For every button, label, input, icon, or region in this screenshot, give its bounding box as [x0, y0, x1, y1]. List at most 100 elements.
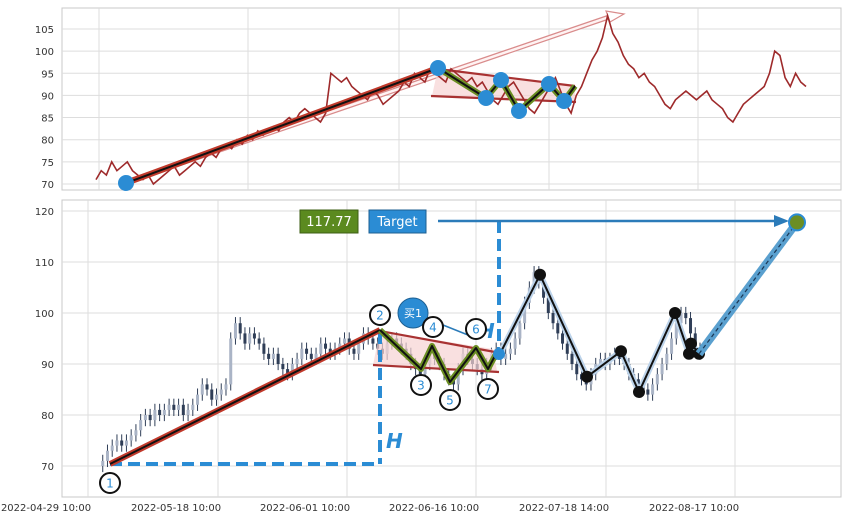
buy-marker: [397, 297, 429, 329]
candle-body: [551, 313, 555, 324]
candle-body: [248, 333, 252, 344]
candle-body: [210, 389, 214, 400]
top-y-tick-label: 75: [41, 158, 54, 169]
bottom-y-tick-label: 100: [35, 309, 54, 320]
projection-pivot-2: [581, 370, 593, 383]
top-pivot-marker-5: [511, 103, 527, 119]
target-arrowhead: [774, 215, 789, 227]
bottom-lower-trendline: [372, 363, 500, 374]
candle-body: [219, 389, 223, 395]
candle-body: [542, 282, 546, 298]
pivot-label-circle-4: [422, 316, 444, 338]
candle-body: [646, 389, 650, 395]
candle-body: [101, 460, 105, 466]
candle-body: [205, 384, 209, 390]
candle-body: [186, 409, 190, 415]
x-tick-label: 2022-08-17 10:00: [649, 503, 739, 514]
candle-body: [684, 313, 688, 319]
top-y-tick-label: 85: [41, 114, 54, 125]
candle-body: [124, 440, 128, 446]
projection-pivot-7: [685, 337, 697, 350]
top-panel: 70 75 80 85 90 95 100 105: [35, 7, 842, 191]
candle-body: [508, 348, 512, 354]
pivot-label-4: 4: [429, 321, 437, 335]
buy-marker-label: 买1: [404, 307, 422, 320]
bottom-y-tick-label: 110: [35, 258, 54, 269]
candle-body: [286, 369, 290, 375]
top-y-tick-label: 100: [35, 47, 54, 58]
candle-body: [665, 353, 669, 364]
top-y-tick-label: 90: [41, 91, 54, 102]
bottom-zigzag-core: [379, 329, 498, 383]
top-pivot-marker-7: [556, 93, 572, 109]
top-pivot-marker-2: [430, 60, 446, 76]
candle-body: [328, 348, 332, 354]
x-tick-label: 2022-05-18 10:00: [131, 503, 221, 514]
candle-body: [689, 318, 693, 334]
candle-body: [134, 430, 138, 436]
candle-body: [670, 338, 674, 354]
candle-body: [513, 338, 517, 349]
candle-body: [636, 379, 640, 385]
candle-body: [276, 353, 280, 364]
candle-body: [371, 338, 375, 344]
candle-body: [281, 364, 285, 370]
candle-body: [243, 333, 247, 344]
candle-body: [660, 364, 664, 375]
candle-body: [504, 353, 508, 359]
candle-body: [456, 369, 460, 385]
top-leg-1-2-core: [125, 67, 439, 184]
x-tick-label: 2022-07-18 14:00: [519, 503, 609, 514]
candle-body: [309, 353, 313, 359]
bottom-y-tick-label: 80: [41, 411, 54, 422]
candle-body: [598, 358, 602, 364]
bottom-panel: 70 80 90 100 110 120 2022-04-29 10:00 2022-05-1…: [1, 199, 842, 514]
candle-body: [518, 323, 522, 339]
candle-body: [252, 333, 256, 339]
candle-body: [110, 445, 114, 451]
target-badge: [368, 209, 427, 234]
candle-body: [262, 343, 266, 354]
top-lower-trendline: [430, 94, 577, 104]
top-y-tick-label: 80: [41, 136, 54, 147]
candle-body: [105, 450, 109, 461]
candle-body: [674, 323, 678, 339]
price-badge: [299, 209, 359, 234]
pivot-label-circle-5: [439, 389, 461, 411]
x-tick-label: 2022-04-29 10:00: [1, 503, 91, 514]
candle-body: [139, 420, 143, 431]
candle-body: [342, 338, 346, 344]
breakout-dot: [493, 348, 505, 360]
candle-body: [215, 394, 219, 400]
candle-body: [115, 440, 119, 446]
candle-body: [570, 353, 574, 364]
candle-body: [561, 333, 565, 344]
projection-pivot-1: [534, 268, 546, 281]
projection-pivot-3: [615, 345, 627, 358]
candle-body: [423, 364, 427, 375]
price-badge-label: 117.77: [306, 215, 352, 230]
candle-body: [523, 302, 527, 324]
candle-body: [172, 404, 176, 410]
pivot-label-1: 1: [106, 477, 114, 491]
candle-body: [314, 353, 318, 359]
top-pivot-marker-1: [118, 175, 134, 191]
candle-body: [148, 415, 152, 421]
candle-body: [556, 323, 560, 334]
candle-body: [257, 338, 261, 344]
candle-body: [357, 343, 361, 354]
candle-body: [181, 404, 185, 415]
pivot-label-circle-3: [410, 374, 432, 396]
candle-body: [267, 353, 271, 359]
candle-body: [300, 348, 304, 359]
pivot-label-circle-7: [477, 378, 499, 400]
candle-body: [305, 348, 309, 354]
candle-body: [191, 404, 195, 410]
candle-body: [271, 353, 275, 359]
candle-body: [162, 409, 166, 415]
candle-body: [129, 435, 133, 441]
bottom-y-tick-label: 70: [41, 462, 54, 473]
candle-body: [319, 343, 323, 354]
candle-body: [679, 313, 683, 324]
